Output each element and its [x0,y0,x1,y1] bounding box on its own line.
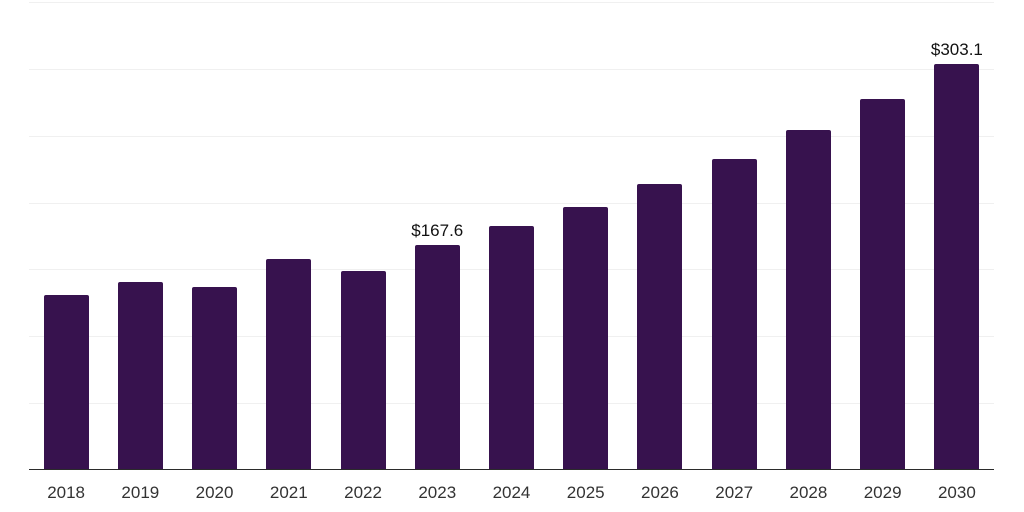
bar-2021 [266,258,312,469]
x-tick-2023: 2023 [418,483,457,502]
x-axis-ticks: 2018 2019 2020 2021 2022 2023 2024 2025 2026 2027… [29,483,994,503]
bar-2030 [934,63,980,469]
x-tick-2027: 2027 [715,483,754,502]
data-label-2030: $303.1 [930,39,983,59]
x-tick-2018: 2018 [47,483,86,502]
x-tick-2022: 2022 [344,483,382,502]
plot-area: $167.6 $303.1 [29,0,994,470]
x-axis-line [29,468,994,470]
x-tick-2024: 2024 [492,483,531,502]
x-tick-2029: 2029 [863,483,902,502]
bar-2025 [563,206,609,469]
x-tick-2020: 2020 [195,483,234,502]
x-tick-2026: 2026 [641,483,679,502]
gridline-300 [29,68,994,70]
bar-2022 [340,270,386,469]
x-tick-2019: 2019 [121,483,160,502]
bar-2029 [860,98,906,469]
bar-2026 [637,183,683,469]
gridline-350 [29,2,994,3]
data-label-2023: $167.6 [411,220,464,240]
bar-2024 [489,226,534,469]
x-tick-2021: 2021 [269,483,308,502]
bar-2028 [785,129,831,469]
bar-2018 [43,295,89,469]
x-tick-2028: 2028 [789,483,828,502]
gridline-200 [29,202,994,204]
bar-2023 [414,244,460,469]
gridline-250 [29,135,994,137]
bar-2019 [117,282,163,469]
bar-2020 [192,286,238,469]
x-tick-2030: 2030 [937,483,976,502]
x-tick-2025: 2025 [566,483,605,502]
bar-2027 [711,158,757,469]
